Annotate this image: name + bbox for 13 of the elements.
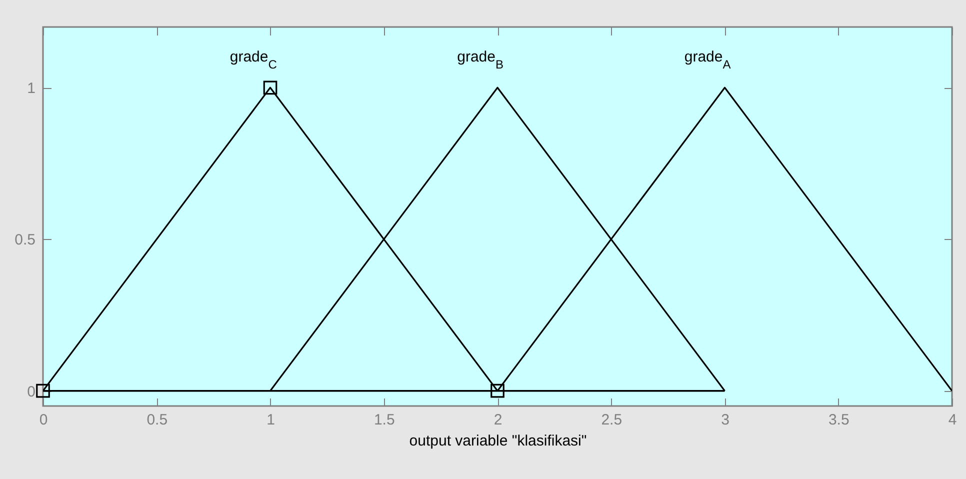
x-tick-label: 3 [721, 412, 730, 428]
x-tick-label: 2.5 [601, 412, 622, 428]
x-tick-label: 1.5 [374, 412, 395, 428]
x-tick-label: 4 [948, 412, 957, 428]
x-tick-label: 0.5 [146, 412, 168, 428]
x-axis-title: output variable "klasifikasi" [409, 432, 587, 450]
y-tick-label: 0.5 [14, 232, 36, 249]
x-tick-label: 1 [266, 412, 275, 428]
x-tick-label: 0 [39, 412, 48, 428]
y-tick-label: 0 [27, 383, 36, 400]
y-tick-label: 1 [27, 80, 36, 98]
x-tick-label: 3.5 [828, 412, 850, 428]
x-tick-label: 2 [494, 412, 502, 428]
